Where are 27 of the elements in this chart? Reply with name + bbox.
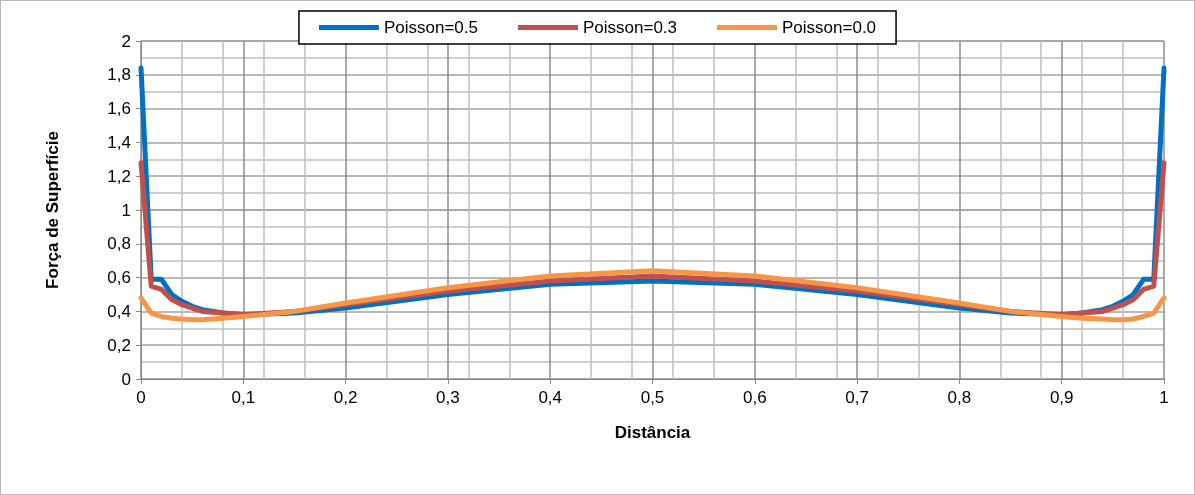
y-tick-label: 0,4 bbox=[107, 301, 131, 321]
x-tick-label: 0,1 bbox=[231, 388, 256, 407]
y-tick-label: 1,2 bbox=[107, 166, 131, 186]
legend-label: Poisson=0.5 bbox=[383, 18, 478, 37]
y-tick-label: 0,6 bbox=[107, 268, 131, 288]
x-tick-label: 1 bbox=[1159, 388, 1169, 407]
x-tick-label: 0,8 bbox=[947, 388, 972, 407]
legend-label: Poisson=0.0 bbox=[782, 18, 877, 37]
x-axis-title: Distância bbox=[614, 423, 691, 442]
y-tick-label: 1 bbox=[121, 200, 131, 220]
y-tick-label: 1,8 bbox=[107, 65, 131, 85]
x-tick-label: 0,5 bbox=[640, 388, 665, 407]
y-axis-title: Força de Superfície bbox=[43, 131, 62, 289]
x-tick-label: 0,6 bbox=[742, 388, 767, 407]
y-tick-label: 2 bbox=[121, 31, 131, 51]
x-tick-label: 0,3 bbox=[436, 388, 460, 407]
x-tick-label: 0,7 bbox=[845, 388, 869, 407]
y-tick-label: 0,8 bbox=[107, 234, 131, 254]
x-tick-label: 0,9 bbox=[1049, 388, 1074, 407]
y-tick-label: 1,6 bbox=[107, 99, 131, 119]
x-tick-label: 0,2 bbox=[333, 388, 358, 407]
x-tick-label: 0 bbox=[136, 388, 146, 407]
legend-label: Poisson=0.3 bbox=[582, 18, 678, 37]
y-tick-label: 1,4 bbox=[107, 132, 131, 152]
x-tick-label: 0,4 bbox=[538, 388, 563, 407]
y-tick-label: 0 bbox=[121, 369, 131, 389]
y-tick-label: 0,2 bbox=[107, 335, 131, 355]
